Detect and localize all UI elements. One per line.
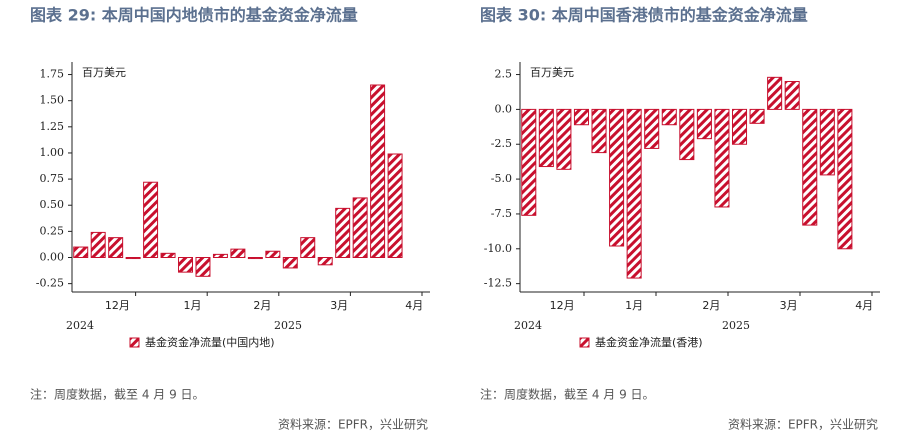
- bar: [521, 108, 537, 216]
- source: 资料来源：EPFR，兴业研究: [278, 417, 428, 432]
- y-tick-label: 0.00: [40, 251, 65, 264]
- x-tick-label: 1月: [625, 299, 643, 312]
- y-tick-label: -0.25: [36, 277, 64, 290]
- bar: [644, 108, 660, 149]
- bar: [195, 257, 211, 277]
- bar: [802, 108, 818, 226]
- bar: [90, 231, 106, 258]
- bar: [819, 108, 835, 176]
- y-tick-label: 1.50: [40, 94, 65, 107]
- y-tick-label: 2.5: [495, 68, 513, 81]
- bar: [230, 248, 246, 259]
- x-tick-label: 2月: [253, 299, 271, 312]
- legend-swatch: [579, 337, 590, 348]
- y-tick-label: 1.75: [40, 68, 65, 81]
- bar: [609, 108, 625, 247]
- legend-swatch: [129, 337, 140, 348]
- y-tick-label: -10.0: [484, 242, 512, 255]
- x-tick-label: 3月: [780, 299, 798, 312]
- y-tick-label: 0.75: [40, 172, 65, 185]
- bar: [212, 253, 228, 258]
- bar: [749, 108, 765, 124]
- bar: [573, 108, 589, 126]
- y-tick-label: 0.25: [40, 224, 65, 237]
- y-tick-label: 0.50: [40, 198, 65, 211]
- y-tick-label: 1.25: [40, 120, 65, 133]
- y-tick-label: -7.5: [491, 207, 512, 220]
- y-tick-label: 1.00: [40, 146, 65, 159]
- note: 注：周度数据，截至 4 月 9 日。: [480, 387, 655, 402]
- bar: [731, 108, 748, 145]
- x-tick-label: 4月: [855, 299, 873, 312]
- bar: [125, 257, 141, 260]
- bar: [160, 252, 176, 258]
- bar: [556, 108, 572, 170]
- x-tick-label: 1月: [183, 299, 201, 312]
- year-label: 2024: [514, 319, 542, 332]
- y-tick-label: -5.0: [491, 172, 512, 185]
- year-label: 2025: [274, 319, 302, 332]
- chart-title: 图表 30: 本周中国香港债市的基金资金净流量: [480, 6, 808, 25]
- bar: [387, 153, 403, 258]
- bar: [767, 76, 783, 110]
- x-tick-label: 12月: [105, 299, 130, 312]
- bar: [714, 108, 730, 208]
- bar: [265, 250, 281, 259]
- bar: [300, 237, 316, 259]
- bar: [370, 84, 386, 258]
- year-label: 2024: [66, 319, 94, 332]
- y-tick-label: 0.0: [495, 102, 513, 115]
- bar: [108, 237, 124, 259]
- unit-label: 百万美元: [82, 66, 126, 79]
- bar: [317, 257, 333, 266]
- x-tick-label: 12月: [550, 299, 575, 312]
- bar: [591, 108, 607, 154]
- source: 资料来源：EPFR，兴业研究: [728, 417, 878, 432]
- bar: [626, 108, 642, 279]
- y-tick-label: -12.5: [484, 277, 512, 290]
- unit-label: 百万美元: [530, 66, 574, 79]
- bar: [282, 257, 298, 269]
- bar: [784, 81, 800, 110]
- year-label: 2025: [722, 319, 750, 332]
- bar: [178, 257, 193, 273]
- chart-title: 图表 29: 本周中国内地债市的基金资金净流量: [30, 6, 358, 25]
- x-tick-label: 2月: [702, 299, 720, 312]
- bar: [837, 108, 853, 250]
- bar: [538, 108, 554, 168]
- legend-label: 基金资金净流量(香港): [595, 335, 703, 349]
- bar: [661, 108, 677, 126]
- bar: [73, 246, 89, 259]
- bar: [679, 108, 695, 161]
- y-tick-label: -2.5: [491, 137, 512, 150]
- bar: [335, 207, 351, 258]
- note: 注：周度数据，截至 4 月 9 日。: [30, 387, 205, 402]
- bar: [696, 108, 712, 140]
- bar: [352, 197, 368, 258]
- legend-label: 基金资金净流量(中国内地): [145, 335, 275, 349]
- bar: [143, 181, 159, 259]
- bar: [247, 257, 263, 260]
- x-tick-label: 3月: [330, 299, 348, 312]
- x-tick-label: 4月: [405, 299, 423, 312]
